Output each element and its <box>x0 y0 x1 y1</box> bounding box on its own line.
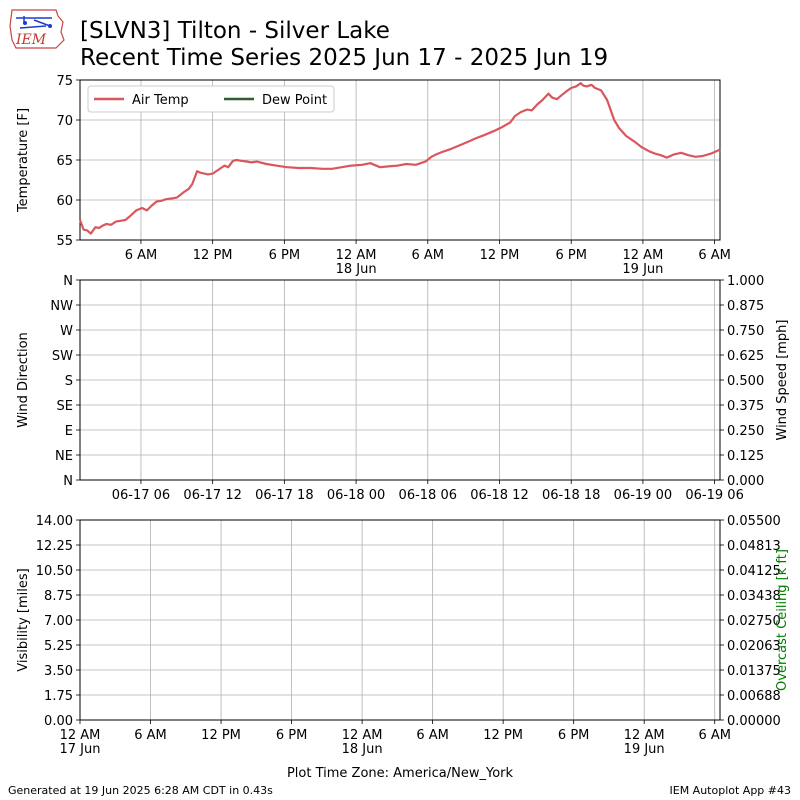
panel2-xtick-label: 06-17 06 <box>112 488 170 503</box>
panel2-ytick-label: E <box>65 424 73 439</box>
panel2-xtick-label: 06-19 00 <box>614 488 672 503</box>
panel3-xtick-label: 12 AM 19 Jun <box>624 728 665 757</box>
panel3-xtick-label: 6 AM <box>134 728 167 743</box>
panel1-xtick-label: 6 AM <box>412 248 445 263</box>
panel2-ytick-label: N <box>63 474 73 489</box>
panel2-ytick-label: S <box>65 374 73 389</box>
panel3-frame <box>79 519 721 721</box>
panel2-xtick-label: 06-18 18 <box>542 488 600 503</box>
panel3-ytick-right-label: 0.02063 <box>727 639 781 654</box>
panel3-ytick-right-label: 0.00688 <box>727 689 781 704</box>
panel2-ytick-right-label: 1.000 <box>727 274 764 289</box>
panel3-ytick-label: 14.00 <box>36 514 73 529</box>
legend-label-air-temp: Air Temp <box>132 93 189 108</box>
panel2-ytick-label: SW <box>52 349 73 364</box>
panel2-ytick-right-label: 0.500 <box>727 374 764 389</box>
footer-app: IEM Autoplot App #43 <box>669 784 792 797</box>
panel3-ytick-label: 7.00 <box>44 614 73 629</box>
panel3-ytick-label: 8.75 <box>44 589 73 604</box>
panel3-xtick-label: 12 PM <box>483 728 523 743</box>
panel2-ylabel-right: Wind Speed [mph] <box>775 320 790 441</box>
panel2-ytick-label: W <box>60 324 73 339</box>
panel1-ytick-label: 65 <box>56 154 73 169</box>
panel1-xtick-label: 6 PM <box>269 248 300 263</box>
panel2-ytick-right-label: 0.000 <box>727 474 764 489</box>
panel3-xtick-label: 6 PM <box>558 728 589 743</box>
chart-subtitle: Recent Time Series 2025 Jun 17 - 2025 Ju… <box>80 45 609 71</box>
panel1-xtick-label: 6 AM <box>698 248 731 263</box>
panel2-frame <box>79 279 721 481</box>
panel3-xtick-label: 6 AM <box>416 728 449 743</box>
panel3-ytick-right-label: 0.02750 <box>727 614 781 629</box>
panel2-ylabel: Wind Direction <box>16 332 31 428</box>
iem-logo: IEM <box>6 6 66 52</box>
panel2-ytick-right-label: 0.875 <box>727 299 764 314</box>
legend-box <box>87 85 335 113</box>
panel1-ylabel: Temperature [F] <box>16 108 31 213</box>
logo-text: IEM <box>15 32 47 48</box>
panel2-ytick-right-label: 0.250 <box>727 424 764 439</box>
panel3-ytick-right-label: 0.05500 <box>727 514 781 529</box>
series-line-air-temp <box>78 82 721 235</box>
panel1-xtick-label: 6 PM <box>555 248 586 263</box>
panel3-xtick-label: 12 AM 18 Jun <box>342 728 383 757</box>
footer-generated: Generated at 19 Jun 2025 6:28 AM CDT in … <box>8 784 273 797</box>
panel1-xtick-label: 12 PM <box>193 248 233 263</box>
panel2-ytick-label: N <box>63 274 73 289</box>
panel3-xlabel: Plot Time Zone: America/New_York <box>287 766 514 781</box>
panel3-ytick-label: 5.25 <box>44 639 73 654</box>
panel2-ytick-right-label: 0.625 <box>727 349 764 364</box>
panel3-ylabel-right: Overcast Ceiling [k ft] <box>775 549 790 691</box>
panel3-xtick-label: 6 PM <box>276 728 307 743</box>
panel3-ytick-right-label: 0.04813 <box>727 539 781 554</box>
panel3-ytick-label: 3.50 <box>44 664 73 679</box>
panel1-ytick-label: 60 <box>56 194 73 209</box>
panel1-xtick-label: 12 AM 19 Jun <box>622 248 663 277</box>
panel3-ytick-label: 12.25 <box>36 539 73 554</box>
panel2-xtick-label: 06-18 12 <box>470 488 528 503</box>
panel3-ytick-label: 0.00 <box>44 714 73 729</box>
panel3-ytick-right-label: 0.01375 <box>727 664 781 679</box>
panel3-xtick-label: 6 AM <box>698 728 731 743</box>
panel1-ytick-label: 70 <box>56 114 73 129</box>
panel3-ytick-right-label: 0.04125 <box>727 564 781 579</box>
panel2-xtick-label: 06-17 18 <box>255 488 313 503</box>
panel3-ytick-label: 1.75 <box>44 689 73 704</box>
panel3-ytick-label: 10.50 <box>36 564 73 579</box>
panel2-xtick-label: 06-19 06 <box>685 488 743 503</box>
panel2-xtick-label: 06-18 00 <box>327 488 385 503</box>
panel3-xtick-label: 12 PM <box>201 728 241 743</box>
panel2-xtick-label: 06-18 06 <box>399 488 457 503</box>
panel2-ytick-right-label: 0.375 <box>727 399 764 414</box>
chart-title: [SLVN3] Tilton - Silver Lake <box>80 18 390 44</box>
panel1-xtick-label: 12 PM <box>480 248 520 263</box>
panel3-xtick-label: 12 AM 17 Jun <box>60 728 101 757</box>
panel3-ytick-right-label: 0.03438 <box>727 589 781 604</box>
legend-label-dew-point: Dew Point <box>262 93 327 108</box>
panel1-ytick-label: 55 <box>56 234 73 249</box>
panel2-ytick-label: SE <box>57 399 73 414</box>
panel1-ytick-label: 75 <box>56 74 73 89</box>
panel1-frame <box>79 79 721 241</box>
panel3-ylabel: Visibility [miles] <box>16 568 31 671</box>
panel2-ytick-right-label: 0.125 <box>727 449 764 464</box>
panel1-xtick-label: 6 AM <box>125 248 158 263</box>
panel2-xtick-label: 06-17 12 <box>183 488 241 503</box>
panel2-ytick-right-label: 0.750 <box>727 324 764 339</box>
panel3-ytick-right-label: 0.00000 <box>727 714 781 729</box>
panel2-ytick-label: NE <box>55 449 73 464</box>
panel2-ytick-label: NW <box>50 299 73 314</box>
panel1-xtick-label: 12 AM 18 Jun <box>336 248 377 277</box>
